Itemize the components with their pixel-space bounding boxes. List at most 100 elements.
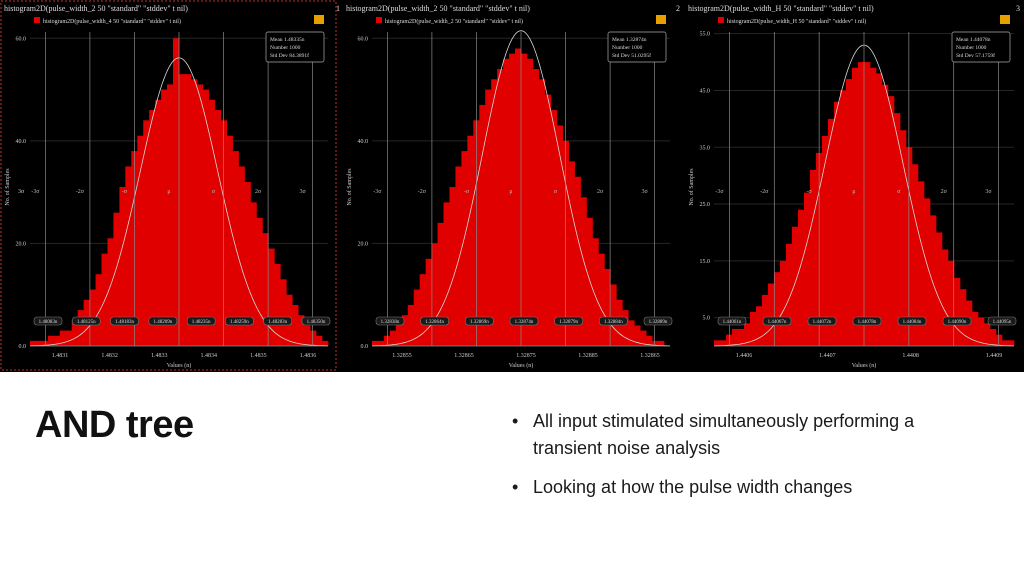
stats-stddev: Std Dev 84.3891f [270,52,309,59]
histogram-window-2: histogram2D(pulse_width_2 50 "standard" … [342,0,680,372]
marker-box [987,316,1017,326]
histogram-bar [304,325,311,346]
filter-icon [314,15,324,24]
histogram-bar [732,328,739,346]
histogram-bar [912,164,919,346]
histogram-bar [768,283,775,346]
marker-box [942,316,972,326]
histogram-bar [948,260,955,346]
histogram-bar [431,243,438,346]
bullet-item: • All input stimulated simultaneously per… [512,408,982,462]
histogram-bar [822,135,829,346]
histogram-bar [834,101,841,346]
histogram-bar [256,217,263,346]
stats-stddev: Std Dev 51.0295f [612,52,651,59]
marker-label: 1.44067n [768,320,787,325]
histogram-bar [322,340,329,346]
window-number: 1 [336,4,340,13]
sigma-label: σ [212,189,216,195]
sigma-label: μ [852,189,855,195]
x-axis-label: Values (n) [852,362,877,369]
marker-box [33,316,63,326]
histogram-bar [149,110,156,346]
stats-mean: Mean 1.48335n [270,37,305,43]
histogram-bar [389,330,397,346]
marker-label: 1.48350n [307,320,326,325]
histogram-bar [47,335,55,346]
histogram-bar [377,340,385,346]
histogram-bar [65,330,73,346]
histogram-bar [658,340,665,346]
histogram-bar [413,289,420,346]
y-axis-label: No. of Samples [346,168,353,206]
histogram-bar [167,84,174,346]
histogram-bar [137,135,144,346]
histogram-bar [515,48,522,347]
histogram-bar [71,320,78,346]
histogram-bar [95,274,102,346]
histogram-bar [780,260,787,346]
histogram-bar [208,99,216,346]
histogram-bar [372,340,379,346]
y-axis-label: No. of Samples [688,168,695,206]
histogram-bar [125,166,132,346]
sigma-label: 3σ [642,189,649,195]
histogram-bar [202,89,210,346]
sigma-label: 3σ [985,189,992,195]
filter-icon [656,15,666,24]
histogram-bar [714,340,721,346]
marker-label: 1.44072n [813,320,832,325]
legend-label: histogram2D(pulse_width_H 50 "standard" … [727,18,866,25]
histogram-bar [250,202,257,346]
histogram-bar [173,38,180,347]
histogram-bar [942,249,949,346]
sigma-label: -3σ [31,189,40,195]
y-tick-label: 35.0 [700,145,711,151]
y-tick-label: 40.0 [16,139,27,145]
histogram-bar [268,248,275,346]
bullet-text: Looking at how the pulse width changes [533,477,853,497]
histogram-bar [53,335,61,346]
x-tick-label: 1.4832 [101,353,118,359]
marker-box [186,316,216,326]
y-tick-label: 0.0 [19,344,27,350]
histogram-bar [509,53,516,346]
bullet-icon: • [512,411,519,431]
x-tick-label: 1.4835 [250,353,267,359]
sigma-label: -σ [122,189,128,195]
y-tick-label: 60.0 [358,36,369,42]
histogram-bar [900,130,907,346]
histogram-bar [244,181,251,346]
screenshot-panel: histogram2D(pulse_width_2 50 "standard" … [0,0,1024,372]
x-tick-label: 1.4409 [986,353,1003,359]
histogram-bar [598,253,605,346]
histogram-bar [882,84,889,347]
bullet-text: All input stimulated simultaneously perf… [533,411,915,458]
x-tick-label: 1.32875 [516,353,536,359]
histogram-bar [798,209,805,346]
sigma-label: μ [509,189,512,195]
sigma-label: μ [167,189,170,195]
histogram-bar [274,263,281,346]
sigma-label: 2σ [941,189,948,195]
marker-box [643,316,673,326]
y-tick-label: 60.0 [16,36,27,42]
histogram-bar [155,99,162,346]
marker-label: 1.44090n [948,320,967,325]
histogram-bar [792,226,799,346]
marker-box [897,316,927,326]
histogram-bar [485,89,492,346]
histogram-bar [226,135,233,346]
histogram-bar [634,325,641,346]
marker-label: 1.32838n [381,320,400,325]
marker-label: 1.32879n [559,320,578,325]
histogram-chart-3: histogram2D(pulse_width_H 50 "standard" … [688,15,1017,369]
marker-label: 1.48259n [230,320,249,325]
x-tick-label: 1.32865 [640,353,660,359]
histogram-bar [828,118,835,346]
histogram-bar [238,166,245,346]
y-axis-label: No. of Samples [4,168,11,206]
histogram-bar [586,217,593,346]
marker-box [71,316,101,326]
window-title: histogram2D(pulse_width_H 50 "standard" … [688,4,874,13]
